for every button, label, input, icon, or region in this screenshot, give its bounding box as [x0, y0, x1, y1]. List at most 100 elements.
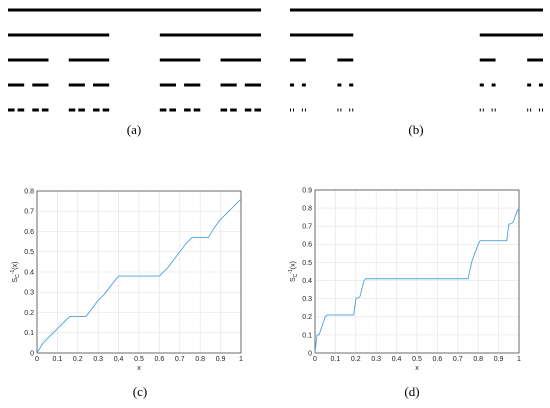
plot-d-y-tick-label: 0.5 — [302, 260, 312, 267]
plot-d-x-tick-label: 0.2 — [351, 356, 361, 363]
cantor-a-segment-4-8 — [159, 108, 167, 112]
cantor-a-segment-3-7 — [244, 83, 261, 87]
cantor-a-segment-4-5 — [78, 108, 85, 112]
plot-d-x-axis-label: x — [415, 365, 419, 372]
plot-c-y-tick-label: 0.5 — [24, 249, 34, 256]
cantor-a-segment-4-1 — [17, 108, 25, 112]
plot-d-x-tick-label: 0.1 — [331, 356, 341, 363]
plot-c-y-tick-label: 0 — [30, 350, 34, 357]
cantor-a-segment-4-3 — [41, 108, 49, 112]
cantor-b-segment-3-7 — [538, 83, 543, 87]
plot-d-y-tick-label: 0.1 — [302, 332, 312, 339]
cantor-a-segment-3-3 — [93, 83, 110, 87]
plot-c-x-tick-label: 1 — [239, 356, 243, 363]
cantor-b-segment-3-6 — [527, 83, 532, 87]
plot-c: 0 0.1 0.2 0.3 0.4 0.5 0.6 0.7 0.8 0.9 1 0 0.1 0.2 0.3 0… — [10, 188, 243, 372]
panel-label-c: (c) — [133, 384, 147, 399]
plot-d-y-tick-label: 0.6 — [302, 242, 312, 249]
plot-d-x-tick-label: 0.5 — [412, 356, 422, 363]
plot-d-series-line-0 — [314, 207, 520, 354]
cantor-a-segment-2-2 — [159, 58, 201, 62]
plot-d-x-tick-label: 0.6 — [433, 356, 443, 363]
cantor-b-segment-4-6 — [349, 108, 351, 112]
cantor-b-segment-4-7 — [352, 108, 354, 112]
plot-d-x-tick-label: 0.4 — [392, 356, 402, 363]
plot-c-y-tick-label: 0.7 — [24, 209, 34, 216]
plot-c-y-tick-label: 0.6 — [24, 229, 34, 236]
cantor-a-segment-4-12 — [220, 108, 228, 112]
plot-d-x-tick-label: 0.7 — [453, 356, 463, 363]
cantor-b-segment-1-1 — [479, 33, 543, 37]
plot-d-y-tick-label: 0.2 — [302, 314, 312, 321]
plot-c-y-axis-label: SC-1(x) — [10, 262, 21, 283]
cantor-a-segment-1-1 — [159, 33, 261, 37]
cantor-b-segment-4-13 — [530, 108, 532, 112]
cantor-b-segment-4-8 — [479, 108, 481, 112]
plot-c-x-tick-label: 0 — [35, 356, 39, 363]
cantor-b-segment-3-3 — [349, 83, 354, 87]
plot-d-y-axis-label: SC-1(x) — [288, 261, 299, 282]
plot-c-y-tick-label: 0.4 — [24, 269, 34, 276]
cantor-b-segment-4-3 — [304, 108, 306, 112]
cantor-b-segment-2-2 — [479, 58, 496, 62]
cantor-a-segment-4-14 — [244, 108, 252, 112]
plot-c-x-tick-label: 0.8 — [195, 356, 205, 363]
cantor-a-segment-4-10 — [184, 108, 191, 112]
plot-c-y-tick-label: 0.3 — [24, 290, 34, 297]
cantor-b-segment-4-10 — [491, 108, 493, 112]
plot-c-x-tick-label: 0.6 — [155, 356, 165, 363]
cantor-a-segment-3-0 — [8, 83, 25, 87]
panel-label-b: (b) — [408, 122, 423, 137]
cantor-b-segment-4-0 — [290, 108, 292, 112]
plot-c-series-line-0 — [36, 198, 242, 354]
plot-c-x-tick-label: 0.3 — [93, 356, 103, 363]
plot-d-x-tick-label: 0 — [313, 356, 317, 363]
cantor-a-segment-4-2 — [32, 108, 39, 112]
cantor-b-segment-3-1 — [301, 83, 306, 87]
plot-d-y-tick-label: 0.8 — [302, 206, 312, 213]
cantor-b-segment-2-1 — [337, 58, 354, 62]
plot-c-x-tick-label: 0.7 — [175, 356, 185, 363]
cantor-b-segment-4-4 — [337, 108, 339, 112]
cantor-a-segment-3-5 — [184, 83, 201, 87]
cantor-a-segment-4-11 — [193, 108, 201, 112]
plot-d-y-tick-label: 0.7 — [302, 224, 312, 231]
cantor-b-segment-4-1 — [293, 108, 295, 112]
plot-c-x-tick-label: 0.4 — [114, 356, 124, 363]
plot-d-axes-frame — [314, 189, 520, 354]
cantor-b-segment-0-0 — [290, 8, 543, 12]
cantor-b-segment-4-5 — [340, 108, 342, 112]
cantor-b-segment-3-5 — [491, 83, 496, 87]
cantor-a-segment-3-6 — [220, 83, 237, 87]
cantor-b-segment-4-2 — [301, 108, 303, 112]
cantor-a-segment-4-13 — [230, 108, 237, 112]
plot-c-y-tick-label: 0.1 — [24, 330, 34, 337]
cantor-b-segment-3-0 — [290, 83, 295, 87]
cantor-b-segment-4-14 — [538, 108, 540, 112]
plot-c-axes-frame — [36, 190, 242, 354]
plot-c-y-tick-label: 0.8 — [24, 188, 34, 195]
cantor-a-segment-4-0 — [8, 108, 15, 112]
cantor-b-segment-3-4 — [479, 83, 484, 87]
cantor-set-a — [8, 8, 261, 112]
plot-d-y-tick-label: 0.4 — [302, 278, 312, 285]
plot-c-x-tick-label: 0.9 — [216, 356, 226, 363]
cantor-a-segment-2-0 — [8, 58, 49, 62]
cantor-a-segment-3-1 — [32, 83, 49, 87]
cantor-set-b — [290, 8, 543, 112]
cantor-b-segment-4-11 — [494, 108, 496, 112]
cantor-a-segment-2-3 — [220, 58, 261, 62]
cantor-b-segment-2-3 — [527, 58, 543, 62]
plot-d-x-tick-label: 0.3 — [371, 356, 381, 363]
plot-c-x-tick-label: 0.5 — [134, 356, 144, 363]
panel-label-d: (d) — [404, 384, 419, 399]
plot-d-x-tick-label: 1 — [517, 356, 521, 363]
cantor-a-segment-3-2 — [68, 83, 85, 87]
plot-d-x-tick-label: 0.9 — [494, 356, 504, 363]
cantor-a-segment-4-7 — [102, 108, 110, 112]
cantor-b-segment-4-9 — [482, 108, 484, 112]
plot-c-y-tick-label: 0.2 — [24, 310, 34, 317]
cantor-a-segment-3-4 — [159, 83, 176, 87]
plot-d-y-tick-label: 0.9 — [302, 187, 312, 194]
